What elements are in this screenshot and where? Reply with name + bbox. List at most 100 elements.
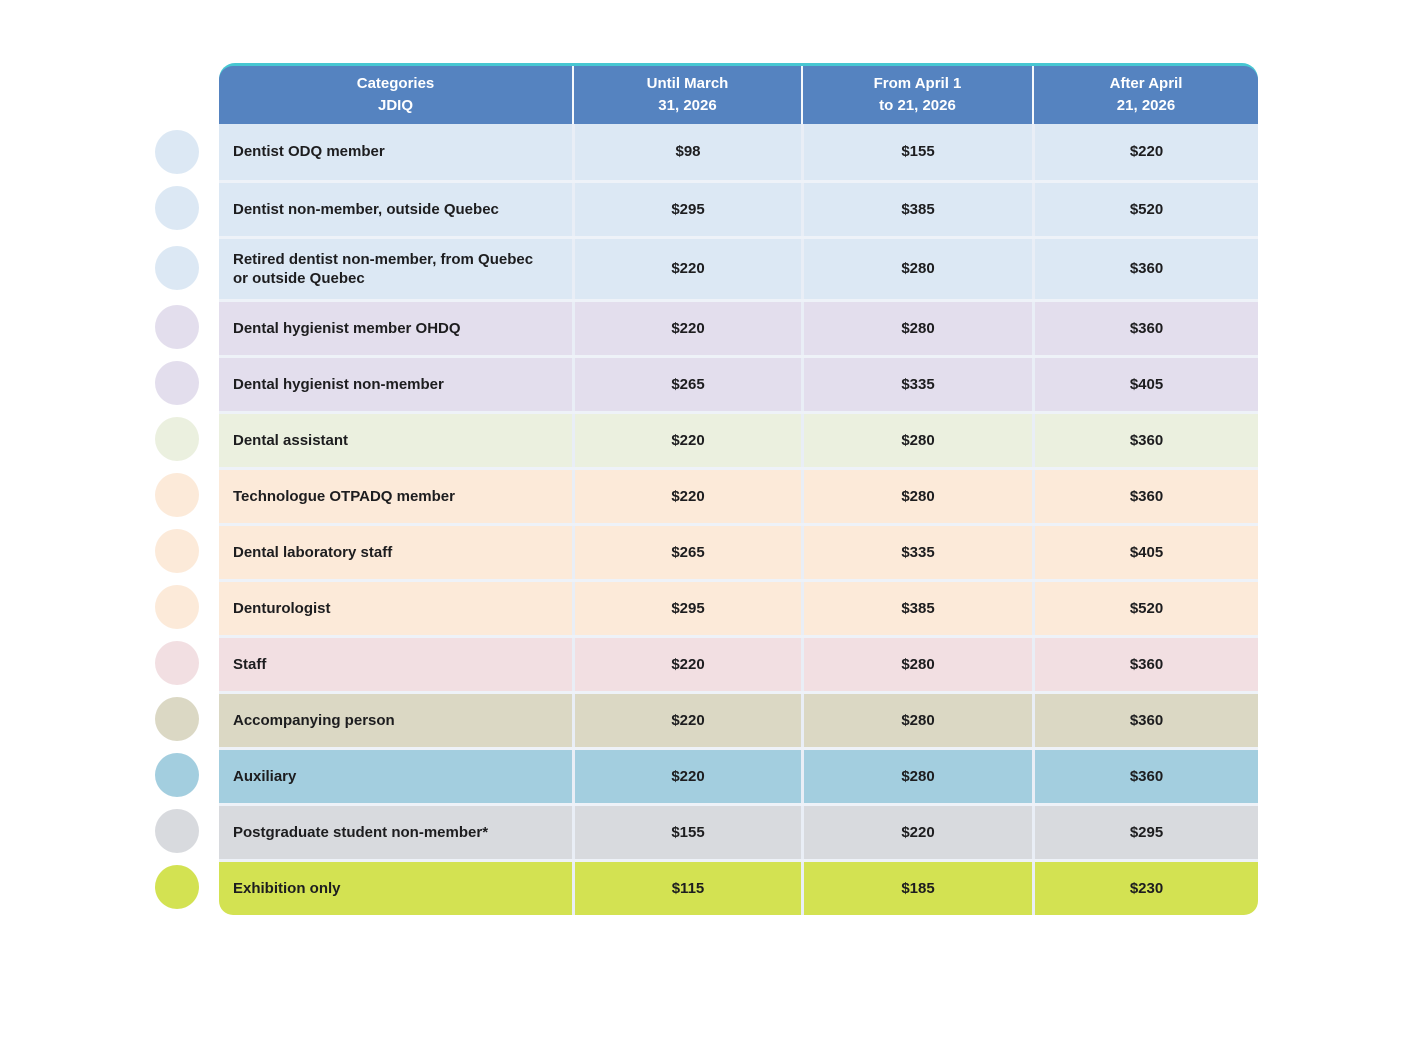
row-cells: Exhibition only $115 $185 $230 bbox=[219, 859, 1258, 915]
price-cell: $520 bbox=[1032, 183, 1258, 236]
row-color-dot bbox=[155, 417, 199, 461]
category-cell: Dental laboratory staff bbox=[233, 543, 393, 561]
price-cell: $360 bbox=[1032, 302, 1258, 355]
price-cell: $220 bbox=[572, 302, 801, 355]
header-cell-april-1-21: From April 1 to 21, 2026 bbox=[801, 66, 1032, 124]
price-cell: $155 bbox=[801, 124, 1032, 180]
bullet-gutter bbox=[155, 299, 219, 355]
price-cell: $385 bbox=[801, 582, 1032, 635]
table-row: Postgraduate student non-member* $155 $220… bbox=[155, 803, 1258, 859]
category-cell: Dental assistant bbox=[233, 431, 349, 449]
table-row: Staff $220 $280 $360 bbox=[155, 635, 1258, 691]
price-cell: $220 bbox=[1032, 124, 1258, 180]
price-cell: $155 bbox=[572, 806, 801, 859]
category-cell: Denturologist bbox=[233, 599, 331, 617]
row-cells: Auxiliary $220 $280 $360 bbox=[219, 747, 1258, 803]
bullet-gutter bbox=[155, 411, 219, 467]
bullet-gutter bbox=[155, 747, 219, 803]
bullet-gutter bbox=[155, 635, 219, 691]
price-cell: $295 bbox=[572, 582, 801, 635]
row-cells: Postgraduate student non-member* $155 $220… bbox=[219, 803, 1258, 859]
category-cell: Dentist ODQ member bbox=[233, 143, 385, 161]
price-cell: $220 bbox=[572, 414, 801, 467]
table-row: Dental assistant $220 $280 $360 bbox=[155, 411, 1258, 467]
price-cell: $360 bbox=[1032, 470, 1258, 523]
table-body: Dentist ODQ member $98 $155 $220 Dentist non… bbox=[155, 124, 1258, 915]
row-cells: Denturologist $295 $385 $520 bbox=[219, 579, 1258, 635]
row-cells: Dental hygienist member OHDQ $220 $280 $360 bbox=[219, 299, 1258, 355]
price-cell: $280 bbox=[801, 414, 1032, 467]
price-cell: $280 bbox=[801, 750, 1032, 803]
row-color-dot bbox=[155, 697, 199, 741]
bullet-gutter bbox=[155, 467, 219, 523]
table-row: Accompanying person $220 $280 $360 bbox=[155, 691, 1258, 747]
category-cell: Dentist non-member, outside Quebec bbox=[233, 200, 499, 218]
row-color-dot bbox=[155, 809, 199, 853]
price-cell: $405 bbox=[1032, 358, 1258, 411]
row-color-dot bbox=[155, 361, 199, 405]
bullet-gutter bbox=[155, 236, 219, 299]
price-cell: $360 bbox=[1032, 750, 1258, 803]
row-color-dot bbox=[155, 130, 199, 174]
row-cells: Dental assistant $220 $280 $360 bbox=[219, 411, 1258, 467]
bullet-gutter bbox=[155, 355, 219, 411]
price-cell: $230 bbox=[1032, 862, 1258, 915]
price-cell: $405 bbox=[1032, 526, 1258, 579]
bullet-gutter bbox=[155, 579, 219, 635]
row-cells: Technologue OTPADQ member $220 $280 $360 bbox=[219, 467, 1258, 523]
price-cell: $220 bbox=[572, 470, 801, 523]
bullet-gutter bbox=[155, 66, 219, 124]
price-cell: $295 bbox=[572, 183, 801, 236]
pricing-table: Categories JDIQ Until March 31, 2026 Fro… bbox=[155, 63, 1258, 915]
price-cell: $98 bbox=[572, 124, 801, 180]
row-color-dot bbox=[155, 473, 199, 517]
table-row: Retired dentist non-member, from Quebec … bbox=[155, 236, 1258, 299]
table-row: Technologue OTPADQ member $220 $280 $360 bbox=[155, 467, 1258, 523]
row-cells: Accompanying person $220 $280 $360 bbox=[219, 691, 1258, 747]
price-cell: $220 bbox=[801, 806, 1032, 859]
price-cell: $360 bbox=[1032, 638, 1258, 691]
row-cells: Dentist non-member, outside Quebec $295 $3… bbox=[219, 180, 1258, 236]
row-color-dot bbox=[155, 186, 199, 230]
bullet-gutter bbox=[155, 691, 219, 747]
category-cell: Postgraduate student non-member* bbox=[233, 823, 489, 841]
row-color-dot bbox=[155, 753, 199, 797]
price-cell: $520 bbox=[1032, 582, 1258, 635]
price-cell: $335 bbox=[801, 358, 1032, 411]
row-cells: Dental hygienist non-member $265 $335 $405 bbox=[219, 355, 1258, 411]
price-cell: $115 bbox=[572, 862, 801, 915]
category-cell: Exhibition only bbox=[233, 879, 341, 897]
price-cell: $335 bbox=[801, 526, 1032, 579]
table-row: Auxiliary $220 $280 $360 bbox=[155, 747, 1258, 803]
table-row: Denturologist $295 $385 $520 bbox=[155, 579, 1258, 635]
category-cell: Staff bbox=[233, 655, 267, 673]
table-row: Dental laboratory staff $265 $335 $405 bbox=[155, 523, 1258, 579]
price-cell: $280 bbox=[801, 470, 1032, 523]
category-cell: Dental hygienist non-member bbox=[233, 375, 444, 393]
table-header: Categories JDIQ Until March 31, 2026 Fro… bbox=[219, 66, 1258, 124]
price-cell: $185 bbox=[801, 862, 1032, 915]
row-cells: Dentist ODQ member $98 $155 $220 bbox=[219, 124, 1258, 180]
category-cell: Technologue OTPADQ member bbox=[233, 487, 455, 505]
header-cell-categories: Categories JDIQ bbox=[356, 74, 435, 115]
header-cell-after-april: After April 21, 2026 bbox=[1032, 66, 1258, 124]
price-cell: $385 bbox=[801, 183, 1032, 236]
bullet-gutter bbox=[155, 803, 219, 859]
price-cell: $220 bbox=[572, 694, 801, 747]
price-cell: $280 bbox=[801, 239, 1032, 299]
row-color-dot bbox=[155, 245, 199, 290]
bullet-gutter bbox=[155, 180, 219, 236]
table-header-row: Categories JDIQ Until March 31, 2026 Fro… bbox=[155, 66, 1258, 124]
row-color-dot bbox=[155, 641, 199, 685]
bullet-gutter bbox=[155, 523, 219, 579]
category-cell: Retired dentist non-member, from Quebec … bbox=[233, 250, 534, 288]
price-cell: $265 bbox=[572, 358, 801, 411]
price-cell: $265 bbox=[572, 526, 801, 579]
bullet-gutter bbox=[155, 124, 219, 180]
row-color-dot bbox=[155, 529, 199, 573]
price-cell: $280 bbox=[801, 302, 1032, 355]
price-cell: $280 bbox=[801, 638, 1032, 691]
row-cells: Staff $220 $280 $360 bbox=[219, 635, 1258, 691]
price-cell: $280 bbox=[801, 694, 1032, 747]
price-cell: $295 bbox=[1032, 806, 1258, 859]
